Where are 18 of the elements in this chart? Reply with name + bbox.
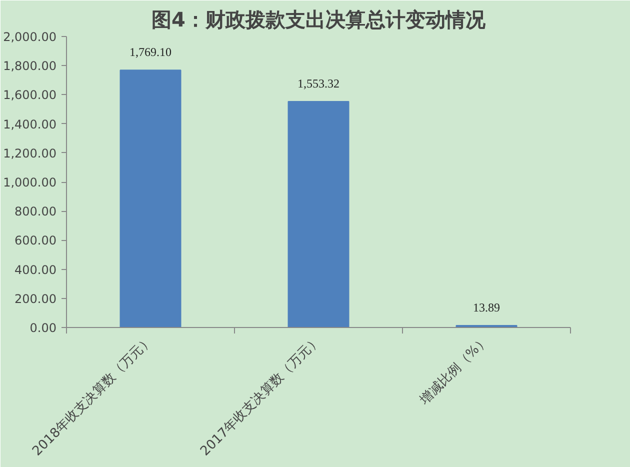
- y-tick-label: 1,000.00: [3, 176, 56, 190]
- y-tick-label: 600.00: [14, 234, 57, 248]
- data-label: 1,553.32: [298, 76, 340, 90]
- bar: [288, 100, 350, 328]
- y-tick-label: 400.00: [14, 262, 57, 277]
- y-tick-label: 200.00: [14, 292, 57, 306]
- y-tick-label: 1,400.00: [3, 117, 56, 132]
- chart-title: 图4：财政拨款支出决算总计变动情况: [152, 8, 486, 32]
- y-tick-label: 1,800.00: [3, 59, 56, 74]
- data-label: 1,769.10: [130, 45, 172, 60]
- y-tick-label: 2,000.00: [3, 30, 56, 44]
- y-tick-label: 800.00: [14, 204, 57, 219]
- y-tick-label: 1,200.00: [3, 146, 56, 160]
- data-label: 13.89: [473, 300, 500, 314]
- y-tick-label: 1,600.00: [3, 88, 56, 102]
- y-tick-label: 0.00: [30, 321, 56, 335]
- x-tick-label: 增减比例（%）: [416, 333, 492, 408]
- bar: [120, 70, 182, 328]
